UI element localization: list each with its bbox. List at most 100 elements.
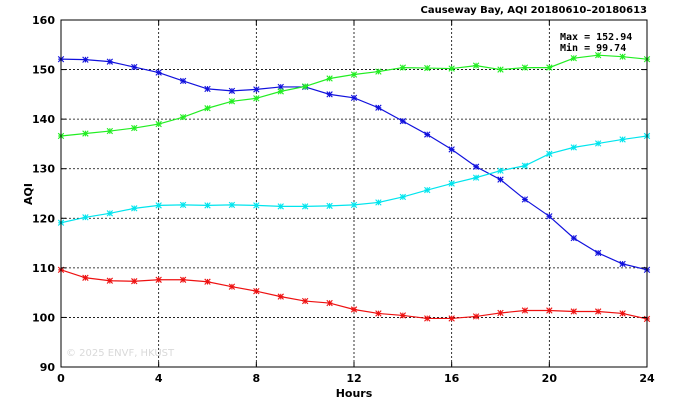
data-point: [350, 71, 358, 78]
data-point: [472, 62, 480, 69]
data-point: [277, 293, 284, 300]
data-point: [106, 277, 114, 284]
x-tick-label: 4: [155, 372, 163, 385]
data-point: [570, 308, 577, 315]
data-point: [253, 287, 260, 295]
data-series: [57, 52, 651, 323]
y-tick-label: 100: [32, 311, 55, 324]
data-point: [301, 83, 309, 90]
data-point: [619, 310, 626, 317]
data-point: [594, 308, 602, 315]
data-point: [131, 278, 138, 285]
y-tick-label: 110: [32, 262, 55, 275]
data-point: [228, 87, 236, 95]
data-point: [326, 202, 333, 210]
data-point: [326, 91, 333, 98]
grid-lines: [61, 20, 647, 367]
data-point: [277, 203, 284, 210]
data-point: [424, 315, 431, 322]
min-annotation: Min = 99.74: [560, 42, 626, 54]
data-point: [594, 52, 602, 59]
chart-title: Causeway Bay, AQI 20180610–20180613: [421, 5, 648, 16]
y-axis-label: AQI: [22, 183, 35, 205]
data-point: [326, 299, 333, 307]
data-point: [521, 196, 529, 203]
data-point: [228, 283, 236, 290]
data-point: [448, 180, 455, 187]
data-point: [594, 249, 602, 257]
data-point: [350, 94, 358, 102]
data-point: [399, 193, 407, 201]
y-tick-label: 140: [32, 113, 55, 126]
x-tick-label: 0: [57, 372, 65, 385]
data-point: [228, 98, 236, 105]
data-point: [155, 276, 162, 283]
data-point: [472, 174, 480, 181]
watermark: © 2025 ENVF, HKUST: [66, 348, 175, 359]
data-point: [619, 53, 626, 60]
data-point: [131, 205, 138, 212]
x-tick-label: 20: [542, 372, 558, 385]
data-point: [106, 58, 114, 65]
data-point: [424, 64, 431, 72]
data-point: [570, 234, 577, 242]
data-point: [399, 64, 407, 71]
data-point: [253, 86, 260, 93]
data-point: [106, 210, 114, 217]
data-point: [546, 64, 553, 71]
data-point: [301, 297, 309, 305]
data-point: [204, 278, 211, 285]
axis-ticks: 0 4 8 12 16 20 24 90 100 110 120 130 140 150 160: [32, 14, 655, 385]
data-point: [497, 66, 504, 73]
data-point: [546, 150, 553, 158]
data-point: [253, 202, 260, 209]
data-point: [204, 202, 211, 209]
data-point: [204, 105, 211, 112]
data-point: [375, 310, 382, 317]
x-axis-label: Hours: [336, 387, 373, 400]
data-point: [619, 260, 626, 268]
data-point: [82, 214, 89, 221]
data-point: [131, 124, 138, 132]
x-tick-label: 16: [444, 372, 460, 385]
y-tick-label: 90: [40, 361, 56, 374]
data-point: [375, 104, 382, 111]
data-point: [570, 54, 577, 62]
data-point: [155, 202, 162, 209]
data-point: [277, 88, 284, 95]
data-point: [594, 140, 602, 147]
data-point: [155, 120, 162, 128]
data-point: [131, 63, 138, 71]
data-point: [497, 176, 504, 183]
y-tick-label: 160: [32, 14, 55, 27]
data-point: [179, 201, 187, 209]
data-point: [472, 163, 480, 170]
data-point: [619, 136, 626, 143]
data-point: [179, 276, 187, 283]
data-point: [106, 127, 114, 135]
data-point: [546, 213, 553, 220]
data-point: [424, 186, 431, 194]
data-point: [546, 307, 553, 314]
data-point: [82, 274, 89, 281]
data-point: [521, 307, 529, 314]
data-point: [82, 130, 89, 137]
x-tick-label: 24: [639, 372, 655, 385]
data-point: [448, 65, 455, 72]
data-point: [179, 113, 187, 121]
data-point: [179, 77, 187, 85]
data-point: [375, 199, 382, 206]
y-tick-label: 130: [32, 163, 55, 176]
data-point: [472, 313, 480, 320]
max-annotation: Max = 152.94: [560, 32, 632, 43]
data-point: [521, 64, 529, 71]
data-point: [375, 68, 382, 75]
x-tick-label: 12: [346, 372, 361, 385]
data-point: [253, 95, 260, 102]
data-point: [204, 85, 211, 93]
data-point: [350, 306, 358, 313]
data-point: [228, 201, 236, 209]
data-point: [155, 69, 162, 76]
data-point: [497, 167, 504, 174]
